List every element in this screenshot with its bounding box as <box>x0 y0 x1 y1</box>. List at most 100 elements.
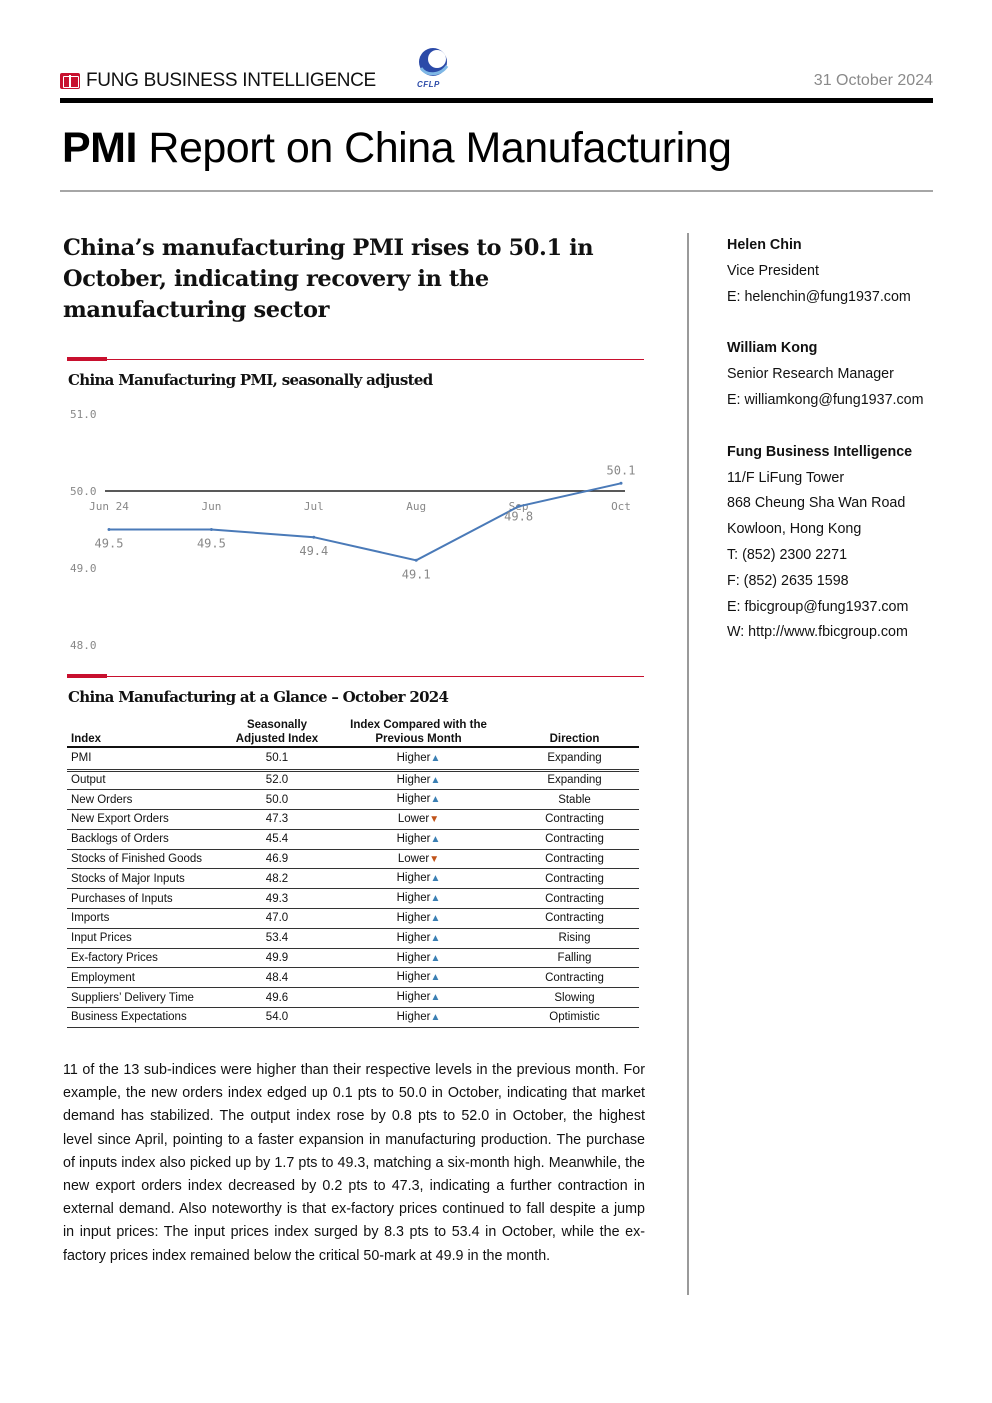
table-header-row: Index Seasonally Adjusted Index Index Com… <box>67 717 639 748</box>
data-point <box>312 535 316 539</box>
cell-compare: Higher▲ <box>327 928 510 949</box>
cell-direction: Contracting <box>510 849 639 870</box>
sidebar-contacts: Helen Chin Vice President E: helenchin@f… <box>727 233 947 672</box>
title-rest: Report on China Manufacturing <box>136 124 732 172</box>
table-row: Suppliers’ Delivery Time 49.6 Higher▲ Slowi… <box>67 987 639 1009</box>
table-row: Ex-factory Prices 49.9 Higher▲ Falling <box>67 948 639 969</box>
cell-value: 50.1 <box>227 747 327 772</box>
x-tick-label: Oct <box>611 500 631 513</box>
arrow-up-icon: ▲ <box>430 752 441 764</box>
cell-value: 50.0 <box>227 789 327 811</box>
data-point <box>517 504 521 508</box>
compare-text: Higher <box>396 751 431 764</box>
arrow-down-icon: ▼ <box>429 853 440 865</box>
data-point <box>209 528 213 531</box>
compare-text: Higher <box>396 971 431 984</box>
y-tick-label: 49.0 <box>70 562 97 575</box>
data-label: 50.1 <box>607 463 636 477</box>
arrow-up-icon: ▲ <box>430 992 441 1004</box>
column-divider <box>687 233 689 1295</box>
compare-text: Higher <box>396 872 431 885</box>
cell-value: 47.0 <box>227 908 327 929</box>
cell-compare: Higher▲ <box>327 829 510 850</box>
table-body: PMI 50.1 Higher▲ Expanding Output 52.0 Higher▲… <box>67 747 639 1028</box>
cell-index: Employment <box>67 967 227 989</box>
arrow-up-icon: ▲ <box>430 833 441 845</box>
col-index-header: Index <box>67 717 227 748</box>
table-row: Output 52.0 Higher▲ Expanding <box>67 770 639 791</box>
company-name: Fung Business Intelligence <box>727 443 913 460</box>
compare-text: Lower <box>397 852 430 865</box>
headline: China’s manufacturing PMI rises to 50.1 … <box>63 235 594 323</box>
company-card: Fung Business Intelligence 11/F LiFung T… <box>727 440 947 646</box>
table-row: Backlogs of Orders 45.4 Higher▲ Contracting <box>67 829 639 850</box>
cell-compare: Higher▲ <box>327 747 510 772</box>
glance-table: Index Seasonally Adjusted Index Index Com… <box>67 717 639 1028</box>
company-address-3: Kowloon, Hong Kong <box>727 521 862 538</box>
arrow-up-icon: ▲ <box>430 952 441 964</box>
contact-email[interactable]: E: williamkong@fung1937.com <box>727 391 924 408</box>
pmi-line-chart: 51.0 50.0 49.0 48.0 Jun 24 Jun Jul Aug Sep Oct 49.… <box>66 400 646 660</box>
table-row: New Orders 50.0 Higher▲ Stable <box>67 789 639 811</box>
cell-index: New Orders <box>67 789 227 811</box>
compare-text: Lower <box>397 812 430 825</box>
compare-text: Higher <box>396 773 431 786</box>
cell-direction: Contracting <box>510 888 639 910</box>
cell-compare: Higher▲ <box>327 948 510 969</box>
cell-compare: Higher▲ <box>327 908 510 929</box>
arrow-up-icon: ▲ <box>430 873 441 885</box>
title-bold: PMI <box>62 124 137 172</box>
compare-text: Higher <box>396 892 431 905</box>
cell-compare: Lower▼ <box>327 809 510 830</box>
cell-index: Ex-factory Prices <box>67 948 227 969</box>
compare-text: Higher <box>396 991 431 1004</box>
cell-compare: Higher▲ <box>327 987 510 1009</box>
page-header: FUNG BUSINESS INTELLIGENCE CFLP 31 Octob… <box>60 46 933 106</box>
cell-direction: Contracting <box>510 809 639 830</box>
contact-role: Senior Research Manager <box>727 366 894 383</box>
cell-index: PMI <box>67 747 227 772</box>
cflp-logo-icon <box>419 48 449 76</box>
data-point <box>107 528 111 531</box>
cell-value: 49.6 <box>227 987 327 1009</box>
cell-index: Output <box>67 770 227 791</box>
cell-direction: Contracting <box>510 829 639 850</box>
x-tick-label: Jun 24 <box>89 500 129 513</box>
page-title: PMI Report on China Manufacturing <box>62 124 732 173</box>
cell-value: 46.9 <box>227 849 327 870</box>
pmi-series-line <box>109 482 622 562</box>
body-paragraph: 11 of the 13 sub-indices were higher tha… <box>63 1062 645 1264</box>
x-tick-label: Jul <box>304 500 324 513</box>
cell-direction: Contracting <box>510 967 639 989</box>
compare-text: Higher <box>396 1010 431 1023</box>
x-tick-label: Jun <box>201 500 221 513</box>
table-title: China Manufacturing at a Glance – Octobe… <box>68 688 449 706</box>
cell-value: 53.4 <box>227 928 327 949</box>
company-email[interactable]: E: fbicgroup@fung1937.com <box>727 598 909 615</box>
y-tick-label: 48.0 <box>70 639 97 652</box>
cell-value: 47.3 <box>227 809 327 830</box>
arrow-up-icon: ▲ <box>430 774 441 786</box>
cell-value: 49.9 <box>227 948 327 969</box>
cflp-logo-text: CFLP <box>417 80 440 89</box>
compare-text: Higher <box>396 832 431 845</box>
cell-index: Imports <box>67 908 227 929</box>
cell-value: 45.4 <box>227 829 327 850</box>
cell-direction: Expanding <box>510 747 639 772</box>
data-point <box>619 481 623 485</box>
chart-section-rule <box>67 357 644 361</box>
data-label: 49.5 <box>95 537 124 551</box>
contact-email[interactable]: E: helenchin@fung1937.com <box>727 288 911 305</box>
x-tick-label: Aug <box>406 500 426 513</box>
table-row: New Export Orders 47.3 Lower▼ Contracting <box>67 809 639 830</box>
arrow-up-icon: ▲ <box>430 912 441 924</box>
cell-index: Suppliers’ Delivery Time <box>67 987 227 1009</box>
fung-logo-icon <box>60 73 80 89</box>
cell-direction: Slowing <box>510 987 639 1009</box>
cell-direction: Contracting <box>510 908 639 929</box>
table-row: PMI 50.1 Higher▲ Expanding <box>67 747 639 772</box>
company-website[interactable]: W: http://www.fbicgroup.com <box>727 624 908 641</box>
cell-compare: Higher▲ <box>327 1007 510 1028</box>
compare-text: Higher <box>396 951 431 964</box>
cell-compare: Higher▲ <box>327 967 510 989</box>
